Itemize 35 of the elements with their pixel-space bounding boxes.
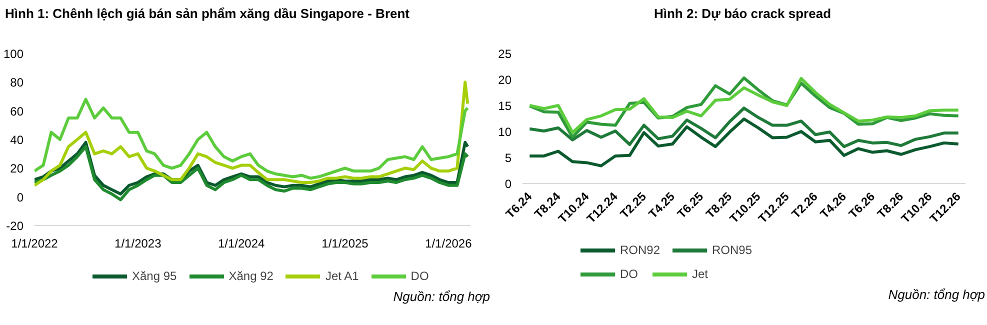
y-tick-label: -20	[6, 219, 24, 233]
x-tick-label: 1/1/2023	[114, 236, 162, 250]
legend-label: RON95	[712, 243, 752, 257]
line-series	[528, 118, 960, 168]
text: Nguồn: tổng hợp	[393, 288, 490, 306]
y-tick-label: 25	[498, 47, 512, 61]
y-tick-label: 40	[10, 133, 24, 147]
y-tick-label: 15	[498, 99, 512, 113]
legend-label: Xăng 92	[228, 269, 274, 283]
line-series	[34, 98, 470, 180]
y-tick-label: 0	[16, 190, 24, 204]
chart-title: Hình 2: Dự báo crack spread	[654, 5, 832, 23]
legend-label: Jet	[692, 267, 710, 281]
y-tick-label: 20	[498, 73, 512, 87]
chart-title: Hình 1: Chênh lệch giá bán sản phẩm xăng dầu Singapore - Brent	[5, 5, 410, 23]
x-tick-label: 1/1/2026	[425, 236, 472, 250]
line-series	[34, 80, 470, 187]
line-series	[528, 106, 960, 148]
legend-label: DO	[410, 269, 430, 283]
legend-label: RON92	[620, 243, 660, 257]
legend-label: Jet A1	[325, 269, 359, 283]
text: Nguồn: tổng hợp	[888, 286, 985, 304]
y-tick-label: 0	[504, 177, 512, 191]
y-tick-label: 20	[10, 162, 24, 176]
y-tick-label: 10	[498, 125, 512, 139]
y-tick-label: 60	[10, 104, 24, 118]
y-tick-label: 100	[3, 47, 24, 61]
x-tick-label: 1/1/2022	[11, 236, 58, 250]
y-tick-label: 80	[10, 76, 24, 90]
line-series	[34, 145, 470, 202]
x-tick-label: 1/1/2024	[218, 236, 265, 250]
legend-label: DO	[620, 267, 639, 281]
legend-label: Xăng 95	[132, 269, 177, 283]
y-tick-label: 5	[504, 151, 512, 165]
x-tick-label: 1/1/2025	[322, 236, 369, 250]
